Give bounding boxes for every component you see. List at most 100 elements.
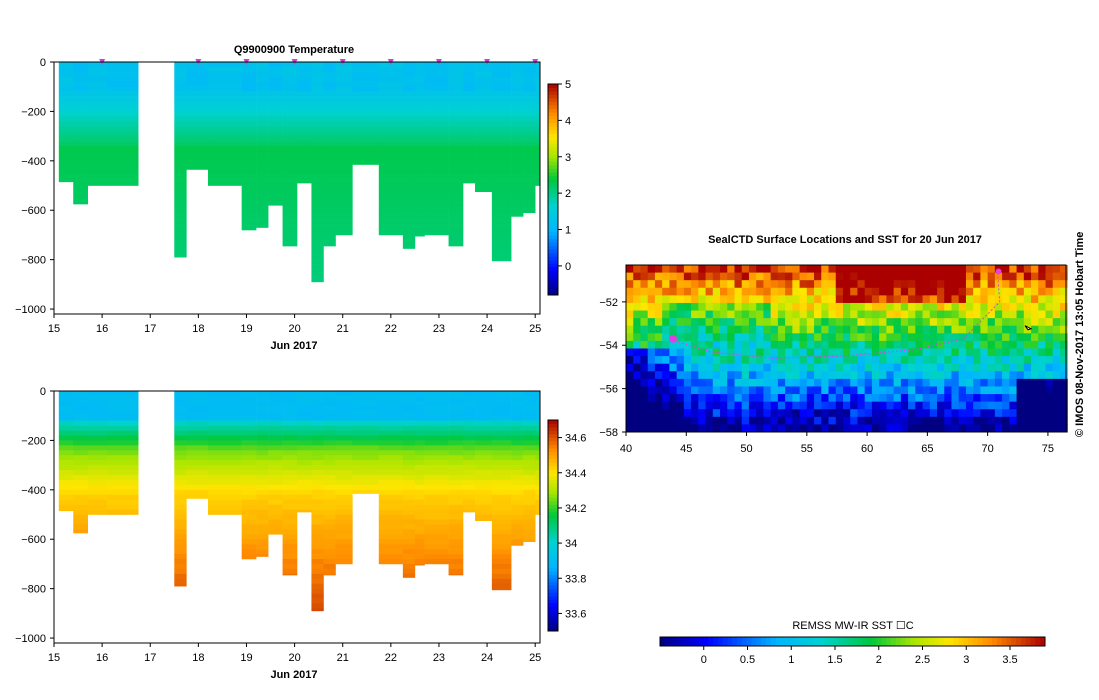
temperature-cell: [297, 141, 312, 147]
sst-cell: [683, 265, 692, 274]
sst-cell: [879, 409, 887, 418]
salinity-cell: [511, 479, 524, 486]
sst-cell: [879, 371, 887, 380]
salinity-cell: [87, 475, 108, 481]
sst-cell: [937, 378, 945, 387]
salinity-cell: [424, 554, 449, 560]
sst-cell: [994, 318, 1003, 327]
sst-cell: [1038, 265, 1047, 274]
sst-cell: [1059, 348, 1068, 357]
salinity-cell: [73, 470, 88, 476]
salinity-cell: [106, 440, 139, 446]
salinity-cell: [256, 544, 269, 550]
x-tick-label: 19: [240, 323, 252, 335]
sst-cell: [640, 424, 649, 433]
sst-cell: [1016, 333, 1025, 342]
salinity-cell: [335, 529, 353, 535]
temperature-cell: [323, 150, 336, 157]
salinity-cell: [282, 405, 298, 412]
sst-cell: [965, 265, 974, 274]
sst-cell: [756, 333, 764, 342]
temperature-cell: [106, 136, 139, 142]
temperature-cell: [352, 71, 380, 78]
sst-cell: [1023, 310, 1032, 319]
salinity-cell: [282, 514, 298, 520]
x-tick-label: 24: [481, 323, 493, 335]
salinity-cell: [402, 460, 416, 466]
salinity-cell: [311, 583, 324, 589]
temperature-cell: [335, 71, 353, 78]
temperature-cell: [174, 76, 187, 83]
sst-cell: [785, 378, 793, 387]
sst-cell: [842, 394, 851, 403]
sst-cell: [893, 333, 902, 342]
sst-cell: [748, 280, 757, 289]
sst-cell: [626, 394, 634, 403]
sst-cell: [748, 363, 757, 372]
salinity-cell: [424, 504, 449, 510]
sst-cell: [676, 280, 685, 289]
colorbar-segment: [548, 472, 558, 477]
temperature-cell: [352, 111, 380, 117]
sst-cell: [777, 272, 786, 281]
sst-cell: [958, 424, 967, 433]
sst-cell: [1031, 318, 1039, 327]
salinity-cell: [511, 465, 524, 471]
sst-cell: [1016, 348, 1025, 357]
temperature-cell: [323, 146, 336, 152]
sst-cell: [705, 394, 714, 403]
sst-cell: [886, 394, 895, 403]
temperature-cell: [186, 126, 209, 132]
salinity-cell: [174, 391, 187, 397]
sst-cell: [1045, 302, 1054, 312]
temperature-cell: [282, 141, 298, 147]
salinity-cell: [352, 465, 380, 471]
salinity-cell: [491, 544, 512, 550]
sst-cell: [1031, 401, 1039, 410]
salinity-cell: [475, 470, 493, 476]
temperature-cell: [174, 190, 187, 196]
colorbar-tick-label: 33.8: [565, 573, 586, 585]
salinity-cell: [87, 440, 108, 446]
sst-cell: [1031, 265, 1039, 274]
sst-cell: [683, 424, 692, 433]
temperature-cell: [352, 66, 380, 73]
sst-cell: [683, 325, 692, 334]
sst-cell: [922, 280, 931, 289]
temperature-cell: [402, 111, 416, 117]
temperature-cell: [378, 121, 404, 127]
salinity-cell: [58, 475, 74, 481]
salinity-cell: [256, 465, 269, 471]
sst-cell: [691, 424, 699, 433]
salinity-cell: [174, 529, 187, 535]
salinity-cell: [256, 440, 269, 446]
temperature-cell: [282, 230, 298, 236]
salinity-cell: [424, 529, 449, 535]
salinity-cell: [73, 519, 88, 525]
sst-cell: [944, 409, 952, 418]
sst-cell: [951, 340, 960, 349]
sst-cell: [1016, 378, 1025, 387]
salinity-cell: [424, 524, 449, 530]
sst-cell: [633, 287, 641, 296]
temperature-cell: [174, 136, 187, 142]
sst-cell: [1059, 416, 1068, 425]
temperature-cell: [256, 215, 269, 221]
sst-cell: [691, 287, 699, 296]
salinity-cell: [311, 509, 324, 515]
temperature-cell: [186, 111, 209, 117]
temperature-cell: [535, 180, 541, 186]
sst-cell: [727, 302, 735, 312]
temperature-cell: [414, 76, 425, 83]
salinity-cell: [106, 410, 139, 417]
salinity-cell: [174, 534, 187, 540]
sst-cell: [806, 295, 815, 304]
salinity-cell: [491, 494, 512, 501]
salinity-cell: [535, 391, 541, 397]
sst-cell: [806, 371, 815, 380]
temperature-cell: [207, 126, 242, 132]
salinity-cell: [323, 395, 336, 402]
temperature-cell: [378, 81, 404, 88]
sst-cell: [965, 386, 974, 395]
sst-cell: [814, 333, 822, 342]
